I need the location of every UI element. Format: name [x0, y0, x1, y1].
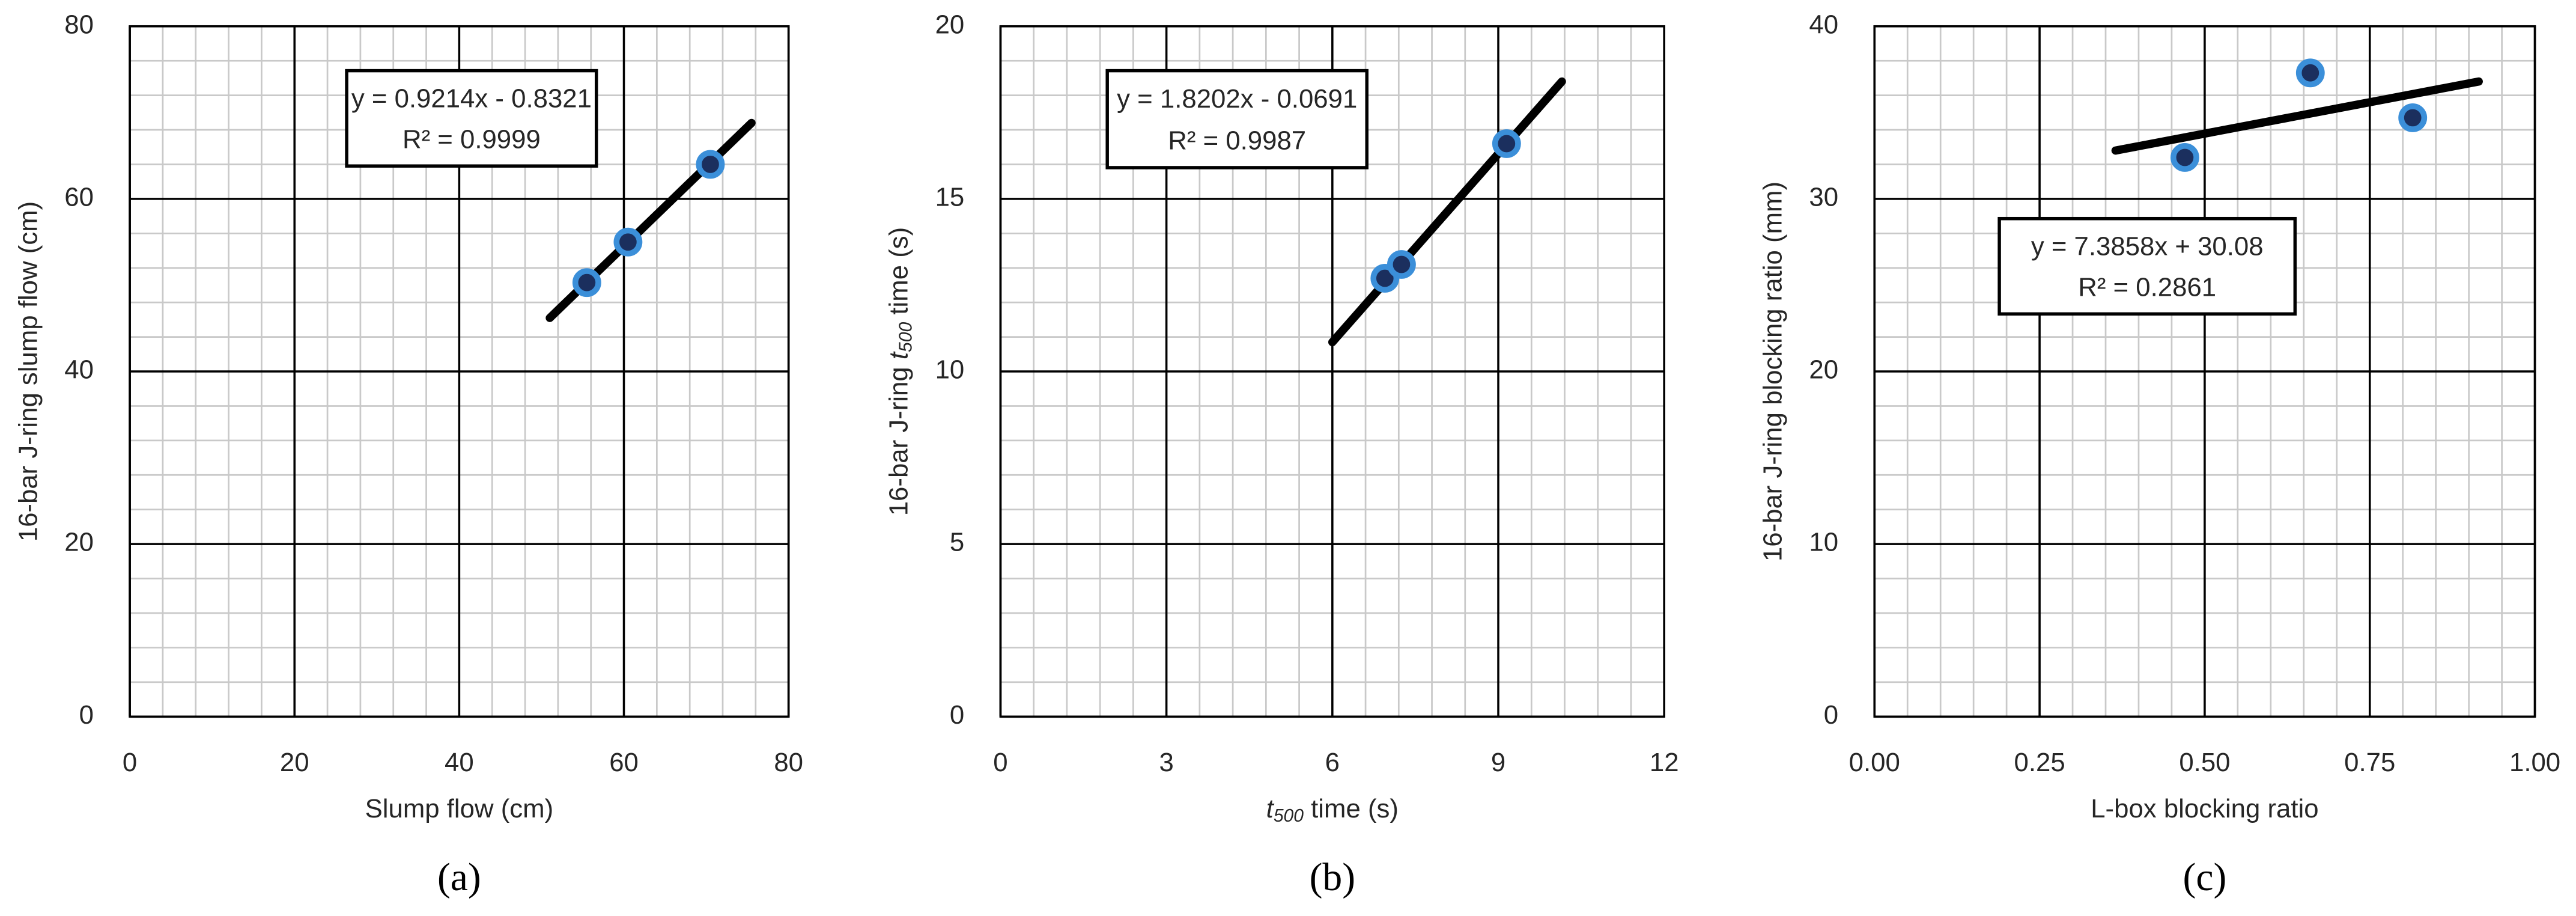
x-tick-label: 80	[774, 748, 803, 777]
y-tick-label: 20	[1809, 355, 1838, 385]
trendline	[2111, 77, 2483, 155]
label-sub: 500	[1274, 806, 1304, 826]
y-tick-label: 0	[79, 700, 94, 730]
plot-frame	[129, 25, 790, 718]
label-italic: t	[1266, 794, 1275, 823]
caption: (b)	[1310, 856, 1356, 899]
caption: (c)	[2183, 856, 2226, 899]
label-italic: t	[884, 351, 913, 359]
r-squared: R² = 0.9999	[402, 125, 541, 154]
y-tick-label: 5	[950, 528, 964, 557]
label-text: time (s)	[1304, 794, 1399, 823]
label-text: 16-bar J-ring blocking ratio (mm)	[1758, 182, 1787, 561]
r-squared: R² = 0.9987	[1168, 126, 1306, 156]
plot-frame	[1873, 25, 2536, 718]
x-tick-label: 0.25	[2014, 748, 2065, 777]
label-text: 16-bar J-ring	[884, 359, 913, 516]
y-tick-label: 80	[64, 10, 94, 39]
data-point	[2295, 58, 2325, 88]
data-point	[572, 268, 601, 298]
label-text: L-box blocking ratio	[2091, 794, 2318, 823]
y-tick-label: 10	[935, 355, 965, 385]
x-tick-label: 0.50	[2179, 748, 2230, 777]
y-tick-label: 0	[950, 700, 964, 730]
y-tick-label: 20	[64, 528, 94, 557]
trendline	[1328, 77, 1566, 347]
y-tick-label: 10	[1809, 528, 1838, 557]
y-tick-label: 15	[935, 182, 965, 212]
x-tick-label: 0	[123, 748, 137, 777]
trendline-equation: y = 0.9214x - 0.8321	[351, 84, 592, 113]
x-axis-label: L-box blocking ratio	[2091, 794, 2318, 823]
y-axis-label: 16-bar J-ring t500 time (s)	[884, 227, 916, 516]
y-axis-label: 16-bar J-ring slump flow (cm)	[13, 201, 43, 542]
y-tick-label: 60	[64, 182, 94, 212]
label-sub: 500	[896, 322, 916, 352]
data-point	[696, 150, 725, 179]
y-tick-label: 40	[1809, 10, 1838, 39]
x-tick-label: 1.00	[2509, 748, 2560, 777]
x-tick-label: 60	[609, 748, 639, 777]
y-tick-label: 20	[935, 10, 965, 39]
y-axis-label: 16-bar J-ring blocking ratio (mm)	[1758, 182, 1787, 561]
x-tick-label: 20	[280, 748, 309, 777]
data-point	[1387, 250, 1416, 279]
label-text: 16-bar J-ring slump flow (cm)	[13, 201, 43, 542]
equation-box	[345, 69, 598, 168]
label-text: Slump flow (cm)	[365, 794, 554, 823]
x-axis-label: Slump flow (cm)	[365, 794, 554, 823]
data-point	[2398, 103, 2428, 132]
y-tick-label: 40	[64, 355, 94, 385]
trendline-equation: y = 1.8202x - 0.0691	[1117, 84, 1357, 114]
plot-frame	[999, 25, 1666, 718]
x-tick-label: 12	[1650, 748, 1679, 777]
data-point	[613, 227, 643, 257]
label-text: time (s)	[884, 227, 913, 322]
r-squared: R² = 0.2861	[2078, 273, 2216, 302]
y-tick-label: 0	[1824, 700, 1838, 730]
equation-box	[1105, 69, 1368, 169]
caption: (a)	[437, 856, 481, 899]
data-point	[2170, 143, 2199, 172]
x-tick-label: 9	[1491, 748, 1505, 777]
trendline-equation: y = 7.3858x + 30.08	[2031, 231, 2264, 261]
x-tick-label: 6	[1325, 748, 1340, 777]
x-tick-label: 0.00	[1849, 748, 1900, 777]
x-axis-label: t500 time (s)	[1266, 794, 1399, 826]
x-tick-label: 3	[1159, 748, 1173, 777]
x-tick-label: 0	[993, 748, 1007, 777]
y-tick-label: 30	[1809, 182, 1838, 212]
x-tick-label: 0.75	[2344, 748, 2395, 777]
x-tick-label: 40	[445, 748, 474, 777]
equation-box	[1997, 216, 2297, 316]
data-point	[1492, 129, 1521, 158]
